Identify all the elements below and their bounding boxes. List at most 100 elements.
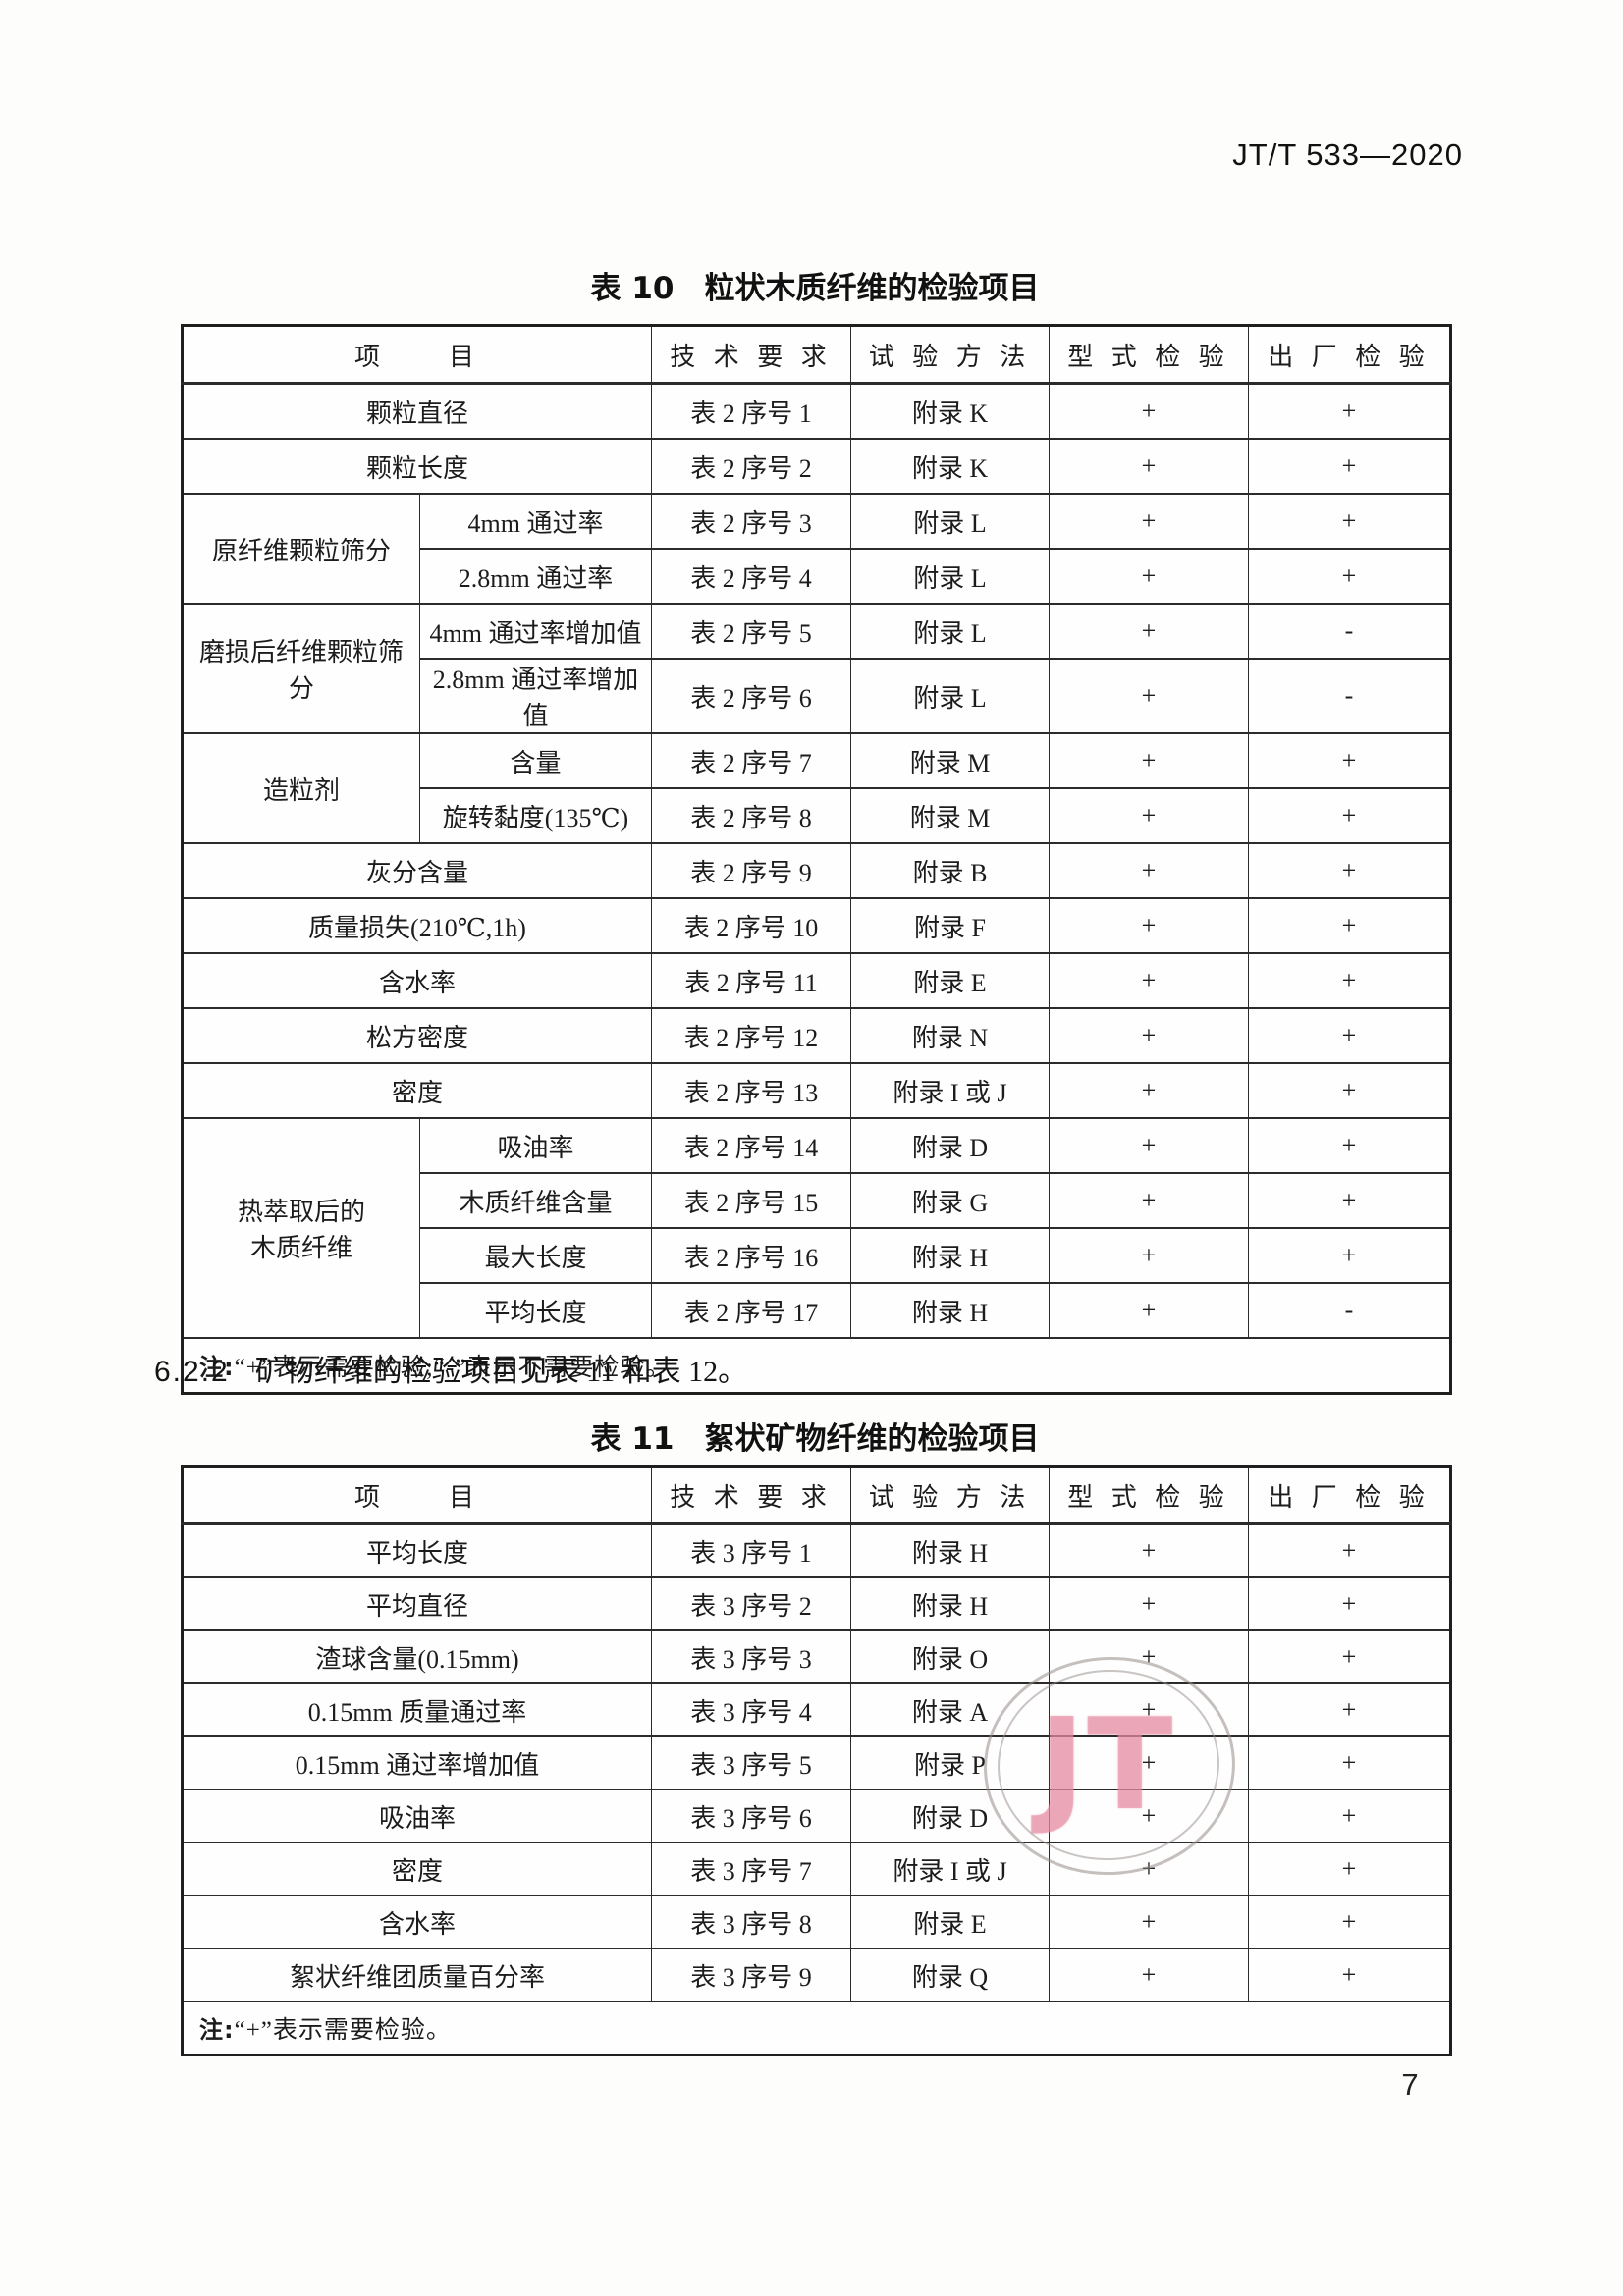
table-cell: 吸油率: [419, 1117, 652, 1174]
table-cell: 0.15mm 通过率增加值: [182, 1735, 652, 1790]
table-cell: 表 2 序号 17: [651, 1282, 851, 1339]
table-cell: +: [1248, 732, 1451, 789]
table-cell: 附录 M: [850, 732, 1050, 789]
table-cell: +: [1248, 1117, 1451, 1174]
table-cell: 4mm 通过率: [419, 493, 652, 550]
table-cell: 0.15mm 质量通过率: [182, 1682, 652, 1737]
table-row: 密度表 3 序号 7 附录 I 或 J + +: [182, 1842, 1451, 1896]
column-header: 出 厂 检 验: [1248, 324, 1451, 385]
table-cell: +: [1049, 1948, 1249, 2002]
section-number: 6.2.2: [154, 1356, 230, 1388]
table-cell: 表 3 序号 6: [651, 1789, 851, 1843]
table-cell: 附录 E: [850, 1895, 1050, 1949]
table-cell: 最大长度: [419, 1227, 652, 1284]
table-cell: 表 2 序号 15: [651, 1172, 851, 1229]
table-row: 造粒剂 含量表 2 序号 7 附录 M + +: [182, 732, 1451, 844]
table-cell: +: [1248, 842, 1451, 899]
table-cell: 附录 I 或 J: [850, 1842, 1050, 1896]
table-cell: 附录 I 或 J: [850, 1062, 1050, 1119]
table-cell: 平均长度: [182, 1522, 652, 1578]
table-cell: 表 2 序号 1: [651, 382, 851, 440]
table-cell: 含水率: [182, 1895, 652, 1949]
table-cell: +: [1049, 382, 1249, 440]
table-row: 旋转黏度(135℃) 表 2 序号 8 附录 M + +: [183, 787, 1451, 844]
table-cell: +: [1049, 1682, 1249, 1737]
table-cell: 表 2 序号 6: [651, 658, 851, 734]
table-cell: +: [1248, 1895, 1451, 1949]
header-row: 项 目技 术 要 求试 验 方 法型 式 检 验出 厂 检 验: [182, 1465, 1451, 1525]
table-cell: +: [1248, 1227, 1451, 1284]
table-row: 最大长度表 2 序号 16 附录 H + +: [183, 1227, 1451, 1284]
table-cell: 附录 L: [850, 493, 1050, 550]
table-cell: +: [1049, 1735, 1249, 1790]
table-cell: +: [1049, 1062, 1249, 1119]
table-cell: +: [1049, 548, 1249, 605]
table-row: 含水率表 2 序号 11 附录 E + +: [182, 952, 1451, 1009]
table-cell: 质量损失(210℃,1h): [182, 897, 652, 954]
table-cell: +: [1248, 1735, 1451, 1790]
table-cell: +: [1049, 1629, 1249, 1684]
table-cell: +: [1049, 1789, 1249, 1843]
table-cell: +: [1049, 603, 1249, 660]
table-cell: +: [1049, 842, 1249, 899]
table-cell: 表 2 序号 10: [651, 897, 851, 954]
table-cell: 表 2 序号 7: [651, 732, 851, 789]
table-cell: 附录 D: [850, 1789, 1050, 1843]
table-cell: +: [1248, 1576, 1451, 1631]
table-cell: 附录 H: [850, 1522, 1050, 1578]
table-row: 吸油率表 3 序号 6 附录 D + +: [182, 1789, 1451, 1843]
page-number: 7: [1401, 2067, 1419, 2102]
table11-caption: 表 11 絮状矿物纤维的检验项目: [590, 1421, 1040, 1457]
column-header: 项 目: [182, 1465, 652, 1525]
table-cell: +: [1049, 493, 1249, 550]
table-cell: 表 3 序号 7: [651, 1842, 851, 1896]
table-row: 热萃取后的 木质纤维 吸油率表 2 序号 14 附录 D + +: [182, 1117, 1451, 1339]
table-cell: 木质纤维含量: [419, 1172, 652, 1229]
table-cell: 密度: [182, 1842, 652, 1896]
table-cell: 附录 O: [850, 1629, 1050, 1684]
table10: 项 目技 术 要 求试 验 方 法型 式 检 验出 厂 检 验颗粒直径表 2 序…: [181, 324, 1452, 1395]
table-cell: 表 3 序号 5: [651, 1735, 851, 1790]
table-note: 注:“+”表示需要检验。: [182, 2001, 1451, 2056]
table-cell: +: [1049, 1117, 1249, 1174]
table-row: 含水率表 3 序号 8 附录 E + +: [182, 1895, 1451, 1949]
table-cell: 表 2 序号 11: [651, 952, 851, 1009]
table-cell: +: [1248, 952, 1451, 1009]
table-cell: 平均长度: [419, 1282, 652, 1339]
table-cell: +: [1248, 1682, 1451, 1737]
table-cell: +: [1248, 897, 1451, 954]
table-cell: +: [1248, 1629, 1451, 1684]
table-cell: 附录 L: [850, 658, 1050, 734]
table-cell: 磨损后纤维颗粒筛分: [182, 603, 420, 734]
column-header: 出 厂 检 验: [1248, 1465, 1451, 1525]
table-cell: 表 3 序号 4: [651, 1682, 851, 1737]
table-cell: +: [1248, 1007, 1451, 1064]
table-cell: +: [1049, 438, 1249, 495]
table-cell: 表 3 序号 2: [651, 1576, 851, 1631]
table-cell: +: [1049, 732, 1249, 789]
note-row: 注:“+”表示需要检验。: [182, 2001, 1451, 2056]
table-cell: 平均直径: [182, 1576, 652, 1631]
table-cell: 密度: [182, 1062, 652, 1119]
table-cell: 附录 P: [850, 1735, 1050, 1790]
section-text: 矿物纤维的检验项目见表 11 和表 12。: [254, 1356, 748, 1388]
table-cell: +: [1248, 1789, 1451, 1843]
table-cell: 附录 E: [850, 952, 1050, 1009]
table-row: 2.8mm 通过率增加值表 2 序号 6 附录 L + -: [183, 658, 1451, 734]
table-cell: 表 3 序号 8: [651, 1895, 851, 1949]
table-cell: 附录 H: [850, 1282, 1050, 1339]
table-cell: +: [1049, 1282, 1249, 1339]
section-6-2-2: 6.2.2 矿物纤维的检验项目见表 11 和表 12。: [154, 1347, 1470, 1390]
table-cell: 表 2 序号 3: [651, 493, 851, 550]
table11: 项 目技 术 要 求试 验 方 法型 式 检 验出 厂 检 验平均长度表 3 序…: [181, 1465, 1452, 2056]
table-cell: 表 2 序号 8: [651, 787, 851, 844]
table-cell: 附录 H: [850, 1227, 1050, 1284]
note-row: 注:“+”表示需要检验;“-”表示不需要检验。: [182, 1337, 1451, 1395]
table-cell: -: [1248, 658, 1451, 734]
table10-caption: 表 10 粒状木质纤维的检验项目: [590, 271, 1040, 306]
table-row: 平均长度表 3 序号 1 附录 H + +: [182, 1522, 1451, 1578]
table-cell: 絮状纤维团质量百分率: [182, 1948, 652, 2002]
column-header: 技 术 要 求: [651, 324, 851, 385]
table-cell: 2.8mm 通过率增加值: [419, 658, 652, 734]
table-cell: 颗粒长度: [182, 438, 652, 495]
